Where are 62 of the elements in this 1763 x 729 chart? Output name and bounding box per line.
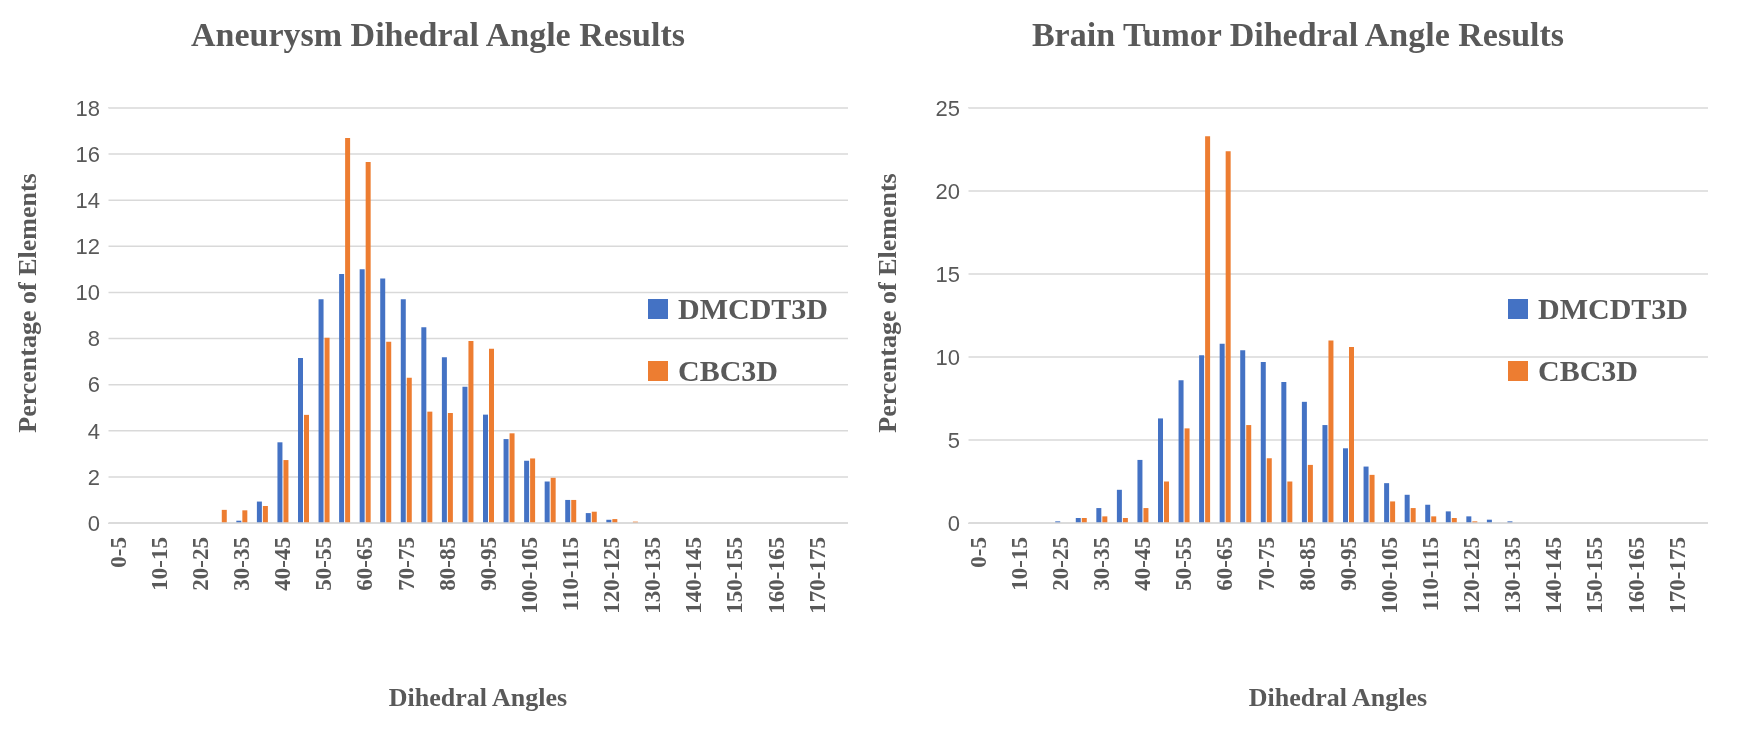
legend-label: CBC3D <box>678 354 779 388</box>
x-tick-label: 150-155 <box>722 537 748 614</box>
x-tick-label: 170-175 <box>1664 537 1690 614</box>
y-tick-label: 5 <box>947 427 960 453</box>
x-tick-label: 0-5 <box>965 537 991 568</box>
x-tick-label: 70-75 <box>1253 537 1279 591</box>
x-tick-label: 20-25 <box>188 537 213 591</box>
x-tick-label: 40-45 <box>1130 537 1156 591</box>
y-axis-title: Percentage of Elements <box>13 173 43 433</box>
x-tick-label: 50-55 <box>1171 537 1197 591</box>
y-tick-label: 0 <box>947 510 960 536</box>
x-tick-label: 60-65 <box>1212 537 1238 591</box>
y-tick-label: 6 <box>87 372 100 398</box>
legend-label: CBC3D <box>1538 354 1639 388</box>
x-tick-label: 30-35 <box>229 537 255 591</box>
x-tick-label: 60-65 <box>352 537 378 591</box>
y-tick-label: 12 <box>75 234 100 260</box>
chart-title: Aneurysm Dihedral Angle Results <box>190 16 686 54</box>
x-tick-label: 120-125 <box>599 537 625 614</box>
y-tick-label: 4 <box>87 418 100 444</box>
x-tick-label: 160-165 <box>763 537 789 614</box>
legend-label: DMCDT3D <box>678 292 828 326</box>
x-tick-label: 50-55 <box>311 537 337 591</box>
x-tick-label: 130-135 <box>640 537 666 614</box>
y-tick-label: 10 <box>935 344 960 370</box>
y-tick-label: 14 <box>75 188 100 214</box>
x-tick-label: 100-105 <box>1376 537 1402 614</box>
x-tick-label: 110-115 <box>1418 537 1443 612</box>
chart-title: Brain Tumor Dihedral Angle Results <box>1030 16 1566 54</box>
y-tick-label: 20 <box>935 178 960 204</box>
y-axis-title: Percentage of Elements <box>873 173 903 433</box>
x-tick-label: 140-145 <box>1541 537 1567 614</box>
x-tick-label: 0-5 <box>105 537 131 568</box>
x-tick-label: 10-15 <box>146 537 172 591</box>
x-tick-label: 160-165 <box>1623 537 1649 614</box>
x-tick-label: 130-135 <box>1500 537 1526 614</box>
x-tick-label: 90-95 <box>475 537 501 591</box>
y-tick-label: 25 <box>935 95 960 121</box>
x-axis-title: Dihedral Angles <box>387 683 569 713</box>
x-axis-title: Dihedral Angles <box>1247 683 1429 713</box>
y-tick-label: 18 <box>75 95 100 121</box>
x-tick-label: 170-175 <box>804 537 830 614</box>
y-tick-label: 15 <box>935 261 960 287</box>
x-tick-label: 70-75 <box>393 537 419 591</box>
x-tick-label: 140-145 <box>681 537 707 614</box>
x-tick-label: 110-115 <box>558 537 583 612</box>
legend-label: DMCDT3D <box>1538 292 1688 326</box>
y-tick-label: 2 <box>87 464 100 490</box>
x-tick-label: 100-105 <box>516 537 542 614</box>
x-tick-label: 40-45 <box>270 537 296 591</box>
y-tick-label: 10 <box>75 280 100 306</box>
x-tick-label: 10-15 <box>1006 537 1032 591</box>
x-tick-label: 30-35 <box>1089 537 1115 591</box>
y-tick-label: 8 <box>87 326 100 352</box>
y-tick-label: 16 <box>75 141 100 167</box>
x-tick-label: 90-95 <box>1335 537 1361 591</box>
x-tick-label: 120-125 <box>1459 537 1485 614</box>
y-tick-label: 0 <box>87 510 100 536</box>
x-tick-label: 20-25 <box>1048 537 1073 591</box>
x-tick-label: 150-155 <box>1582 537 1608 614</box>
x-tick-label: 80-85 <box>434 537 460 591</box>
x-tick-label: 80-85 <box>1294 537 1320 591</box>
